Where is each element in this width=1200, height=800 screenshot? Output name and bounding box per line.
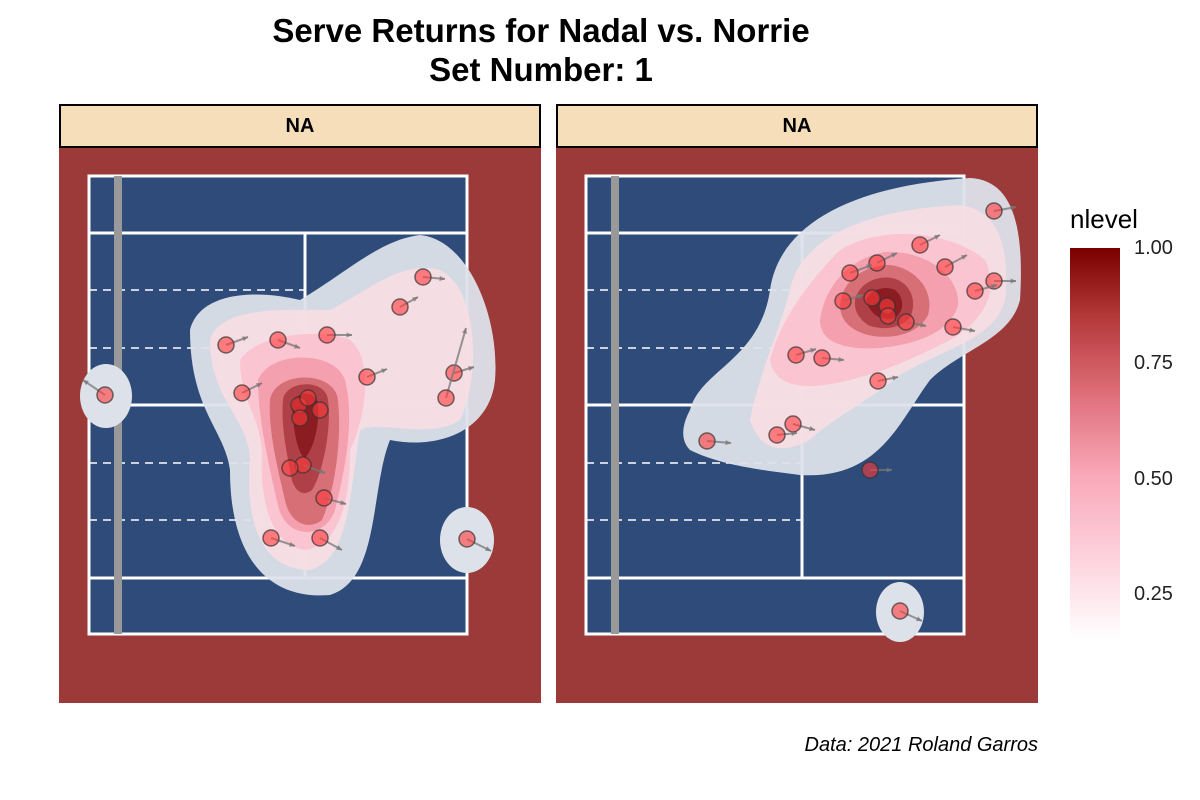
legend-title: nlevel xyxy=(1070,204,1138,234)
return-arrowhead xyxy=(961,255,967,260)
return-points-right xyxy=(698,202,1017,622)
return-arrowhead xyxy=(838,356,844,363)
legend-tick-mark xyxy=(1120,593,1128,595)
return-point xyxy=(458,530,476,548)
legend-tick-label: 0.50 xyxy=(1134,467,1173,490)
return-arrowhead xyxy=(892,375,898,381)
return-arrowhead xyxy=(934,235,940,240)
legend-tick-mark xyxy=(1120,248,1128,249)
return-point xyxy=(891,602,909,620)
return-point xyxy=(911,236,929,254)
return-arrowhead xyxy=(969,327,975,333)
court-dashed-lines xyxy=(89,289,305,521)
return-arrowhead xyxy=(991,283,997,289)
return-arrowhead xyxy=(289,541,295,547)
return-arrowhead xyxy=(381,368,387,374)
panel-strip-right: NA xyxy=(556,104,1038,148)
return-arrowhead xyxy=(920,322,926,328)
return-point xyxy=(861,461,879,479)
return-arrowhead xyxy=(886,467,892,473)
return-point xyxy=(311,401,329,419)
legend-tick-mark xyxy=(1120,363,1128,365)
return-point xyxy=(897,313,915,331)
return-point xyxy=(318,326,336,344)
court-dashed-lines xyxy=(586,289,802,521)
return-arrowhead xyxy=(462,328,468,334)
return-arrowhead xyxy=(256,383,262,388)
legend-colorbar xyxy=(1070,248,1120,640)
return-arrowhead xyxy=(857,294,863,300)
return-arrowhead xyxy=(242,336,248,342)
court-panel-left xyxy=(59,148,541,703)
return-point xyxy=(262,529,280,547)
return-arrowhead xyxy=(791,430,797,437)
return-arrowhead xyxy=(319,468,325,474)
return-point xyxy=(269,331,287,349)
return-point xyxy=(437,389,455,407)
return-arrowhead xyxy=(468,366,474,372)
return-arrowhead xyxy=(294,343,300,349)
return-point xyxy=(879,307,897,325)
return-arrowhead xyxy=(809,426,815,432)
return-point xyxy=(784,415,802,433)
panel-strip-left: NA xyxy=(59,104,541,148)
return-arrowhead xyxy=(810,348,816,354)
return-arrowhead xyxy=(485,546,491,551)
return-point xyxy=(311,529,329,547)
return-arrowhead xyxy=(866,264,872,270)
return-point xyxy=(391,298,409,316)
return-point xyxy=(299,389,317,407)
legend-tick-label: 0.25 xyxy=(1134,582,1173,605)
return-arrowhead xyxy=(83,380,89,386)
return-point xyxy=(96,386,114,404)
return-arrowhead xyxy=(916,616,922,622)
return-point xyxy=(869,372,887,390)
legend-tick-label: 1.00 xyxy=(1134,237,1173,259)
net-post xyxy=(611,176,619,634)
legend-tick-label: 0.75 xyxy=(1134,352,1173,375)
return-point xyxy=(698,432,716,450)
return-arrow xyxy=(445,327,467,399)
return-arrowhead xyxy=(340,500,346,506)
return-point xyxy=(868,254,886,272)
return-point xyxy=(863,289,881,307)
return-point xyxy=(936,258,954,276)
return-point xyxy=(768,426,786,444)
return-arrowhead xyxy=(725,439,731,446)
return-point xyxy=(414,268,432,286)
return-point xyxy=(834,292,852,310)
return-arrowhead xyxy=(1010,205,1016,211)
chart-subtitle: Set Number: 1 xyxy=(429,51,653,88)
return-arrowhead xyxy=(412,297,418,302)
return-point xyxy=(217,336,235,354)
return-arrowhead xyxy=(336,545,342,550)
legend-tick-mark xyxy=(1120,478,1128,480)
return-point xyxy=(281,459,299,477)
return-arrowhead xyxy=(439,275,445,282)
return-point xyxy=(985,202,1003,220)
return-arrowhead xyxy=(891,253,897,258)
caption: Data: 2021 Roland Garros xyxy=(804,734,1038,756)
return-arrowhead xyxy=(1010,278,1016,284)
chart-title: Serve Returns for Nadal vs. Norrie xyxy=(272,12,810,49)
return-point xyxy=(966,282,984,300)
return-point xyxy=(787,346,805,364)
return-points-left xyxy=(82,268,492,552)
return-point xyxy=(813,349,831,367)
return-point xyxy=(944,318,962,336)
return-point xyxy=(315,489,333,507)
return-point xyxy=(841,264,859,282)
court-panel-right xyxy=(556,148,1038,703)
return-arrowhead xyxy=(346,332,352,338)
return-point xyxy=(233,384,251,402)
return-point xyxy=(358,368,376,386)
return-point xyxy=(985,272,1003,290)
return-point xyxy=(291,409,309,427)
